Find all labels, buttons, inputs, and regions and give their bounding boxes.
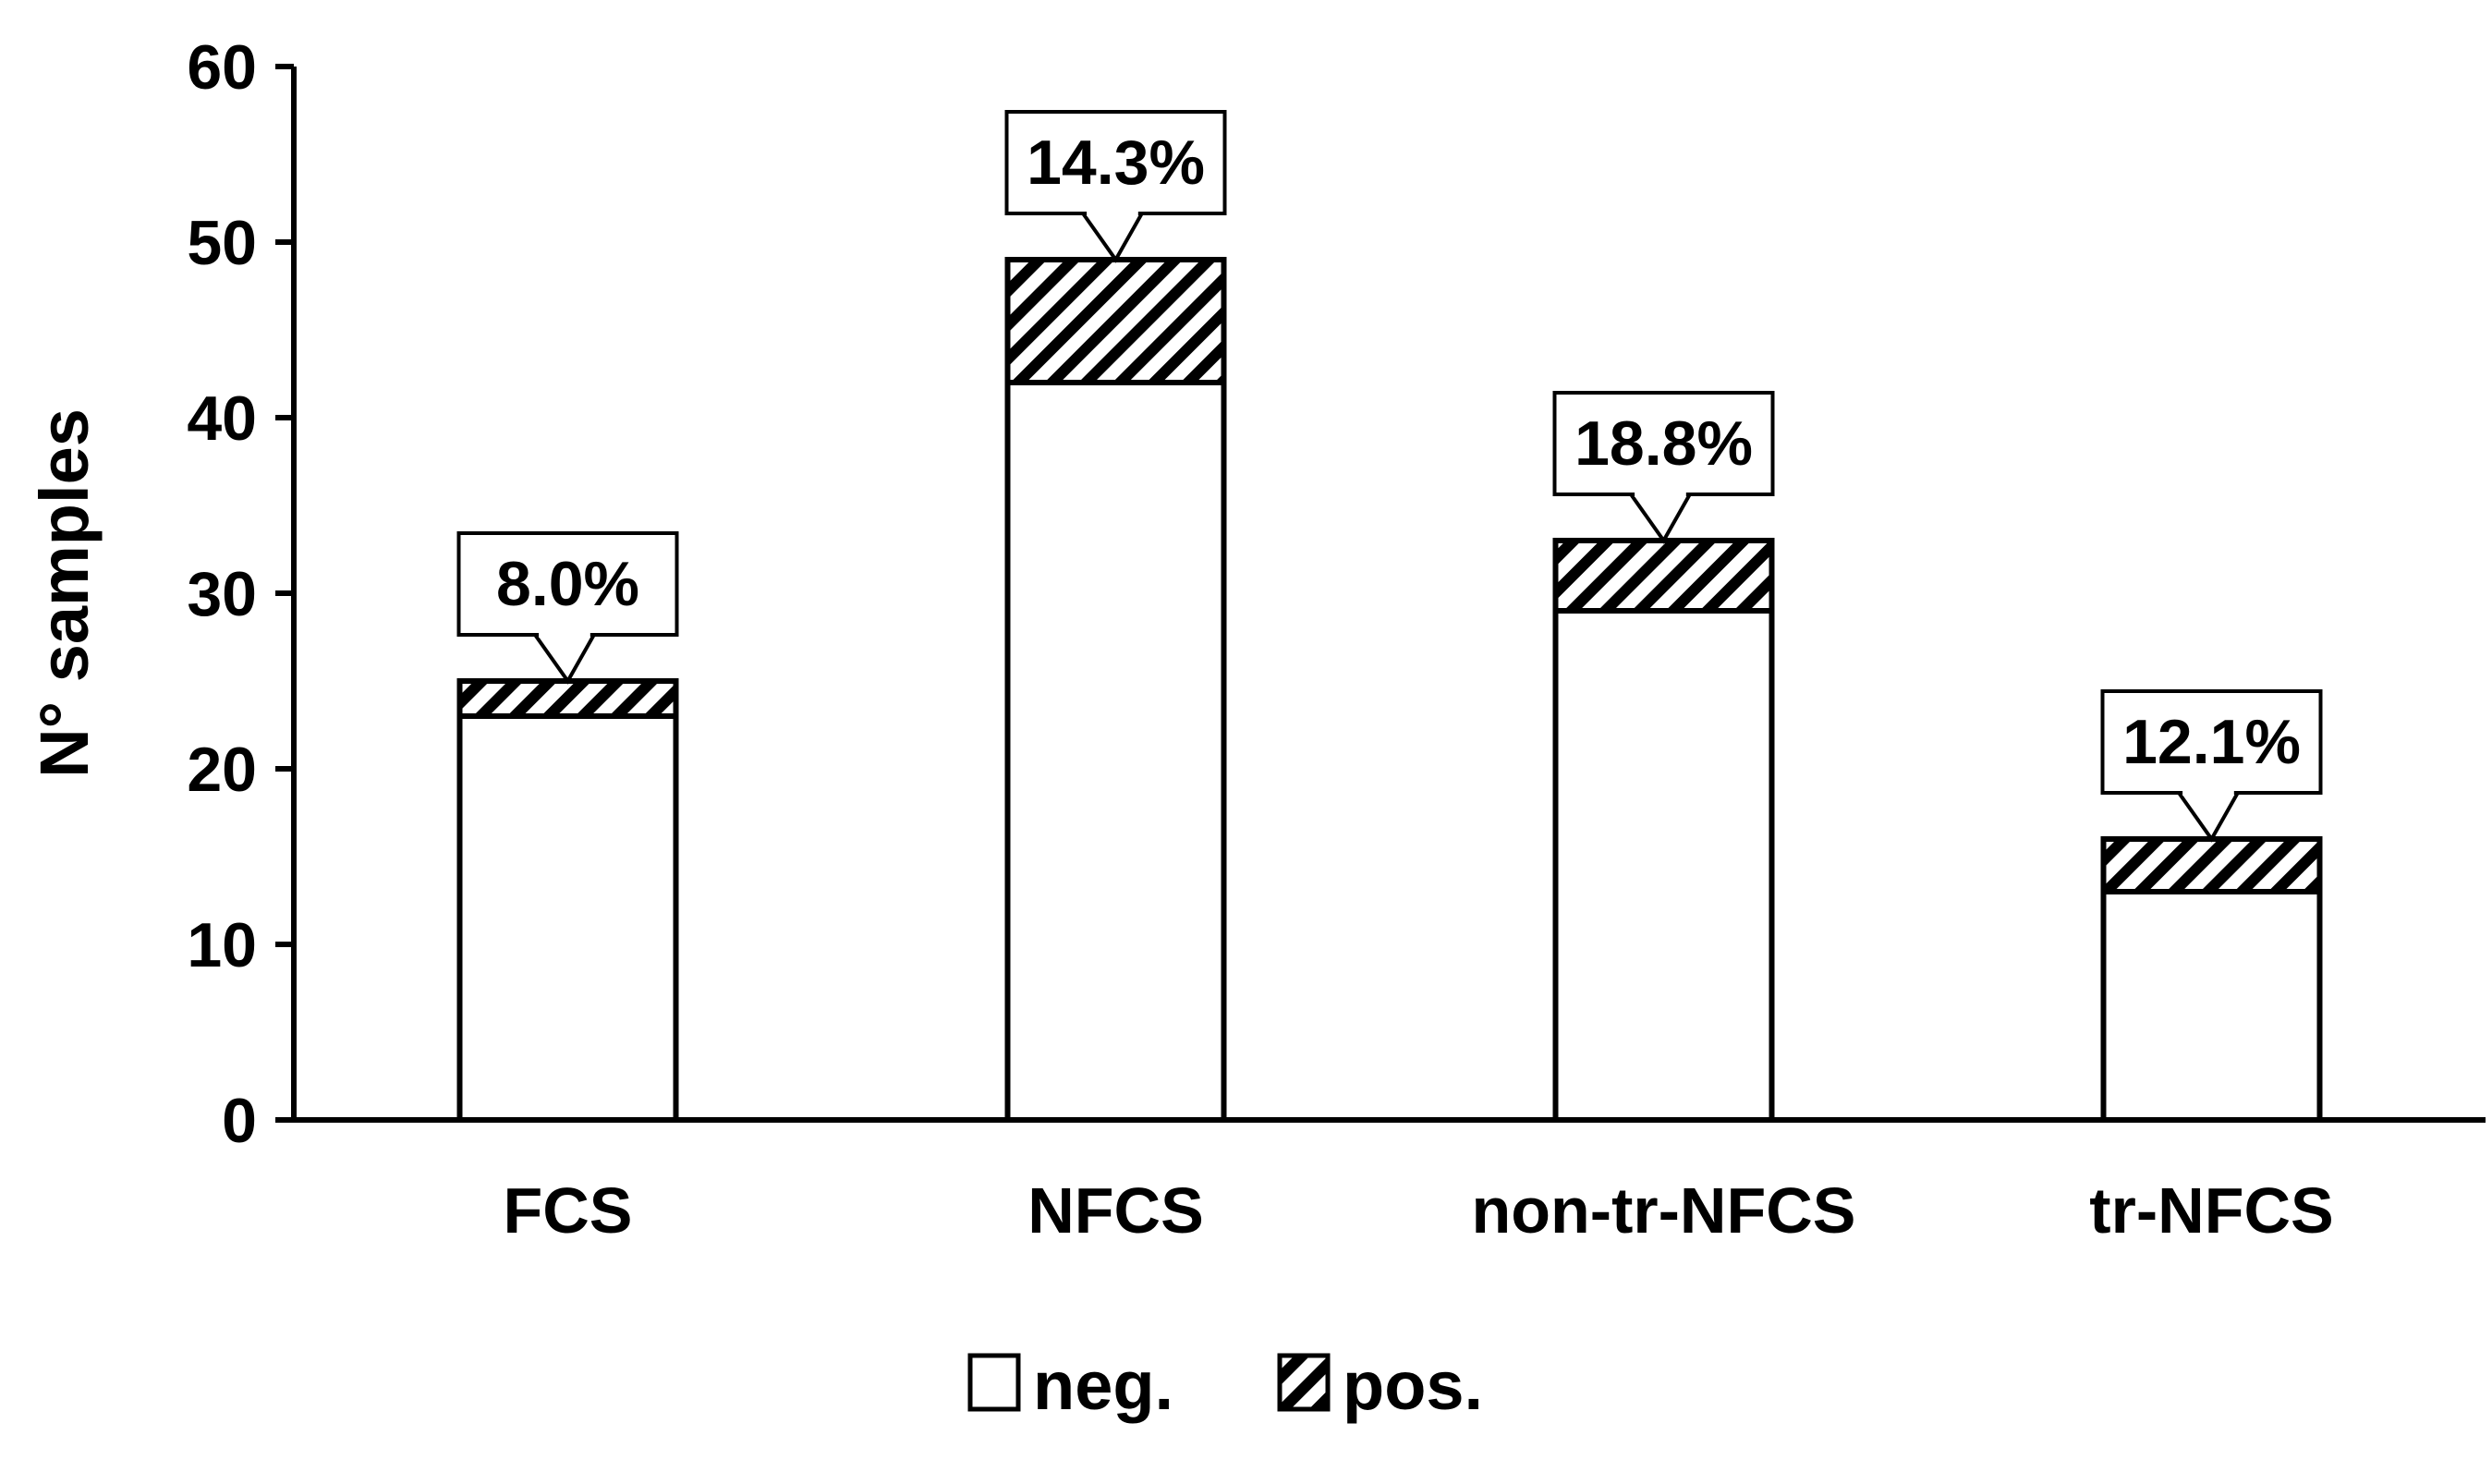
callout-label: 18.8% — [1574, 408, 1753, 479]
legend-item: pos. — [1277, 1347, 1483, 1424]
y-tick-label: 20 — [187, 735, 257, 805]
y-tick-label: 60 — [187, 32, 257, 103]
y-tick-label: 50 — [187, 208, 257, 278]
legend-item: neg. — [967, 1347, 1173, 1424]
bar-pos — [1552, 538, 1775, 614]
legend-swatch — [1277, 1353, 1331, 1412]
callout-pointer — [1627, 493, 1694, 544]
bar-neg — [456, 713, 679, 1123]
callout-pointer — [2175, 791, 2242, 843]
callout-box — [1004, 110, 1227, 215]
callout: 18.8% — [1552, 391, 1775, 544]
callout-box — [1552, 391, 1775, 496]
callout-label: 8.0% — [496, 549, 639, 619]
x-tick-label: tr-NFCS — [2089, 1174, 2333, 1247]
y-tick-label: 10 — [187, 910, 257, 980]
callout-label: 12.1% — [2122, 707, 2301, 777]
callout-pointer — [1079, 212, 1146, 263]
legend-swatch — [967, 1353, 1021, 1412]
bar-neg — [2100, 889, 2323, 1123]
bar-pos — [2100, 836, 2323, 894]
x-tick-label: non-tr-NFCS — [1471, 1174, 1855, 1247]
callout-pointer — [531, 633, 598, 685]
y-tick-label: 30 — [187, 559, 257, 629]
legend-label: pos. — [1343, 1347, 1483, 1424]
bar-pos — [456, 678, 679, 719]
bar-neg — [1004, 380, 1227, 1123]
y-tick-label: 0 — [222, 1086, 257, 1156]
x-tick-label: FCS — [504, 1174, 633, 1247]
callout: 8.0% — [456, 531, 679, 685]
callout-label: 14.3% — [1027, 128, 1205, 198]
callout-box — [2100, 689, 2323, 795]
callout: 14.3% — [1004, 110, 1227, 263]
callout-box — [456, 531, 679, 637]
bar-pos — [1004, 257, 1227, 385]
bar-neg — [1552, 608, 1775, 1123]
y-axis-title: N° samples — [26, 408, 103, 778]
legend-label: neg. — [1033, 1347, 1173, 1424]
x-tick-label: NFCS — [1027, 1174, 1204, 1247]
callout: 12.1% — [2100, 689, 2323, 843]
y-tick-label: 40 — [187, 383, 257, 454]
